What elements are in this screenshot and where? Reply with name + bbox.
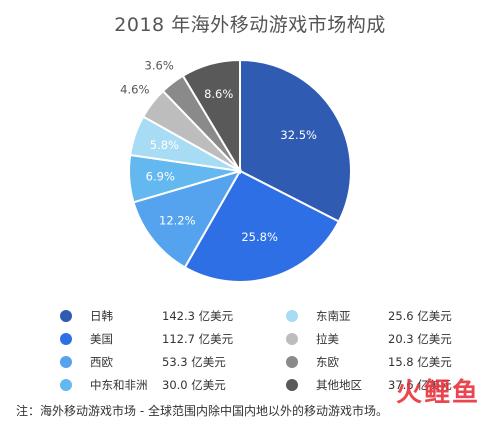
legend-item-usa: 美国 112.7 亿美元 xyxy=(60,329,233,349)
pie-slice-0 xyxy=(239,58,352,223)
legend-label: 日韩 xyxy=(90,309,113,323)
slice-label-4: 5.8% xyxy=(150,138,179,152)
legend-item-latin-america: 拉美 20.3 亿美元 xyxy=(286,329,452,349)
pie-slice-1 xyxy=(183,169,341,283)
legend-label: 拉美 xyxy=(316,332,339,346)
pie-slice-7 xyxy=(181,58,241,175)
legend-swatch xyxy=(286,333,298,345)
legend-value: 20.3 亿美元 xyxy=(388,332,452,346)
legend-label: 其他地区 xyxy=(316,378,362,392)
legend: 日韩 142.3 亿美元 美国 112.7 亿美元 西欧 53.3 亿美元 中东… xyxy=(0,300,500,396)
watermark-logo: 火鲤鱼 xyxy=(395,378,480,408)
legend-item-other-regions: 其他地区 37.6 亿美元 xyxy=(286,375,452,395)
slice-label-1: 25.8% xyxy=(241,230,278,244)
legend-value: 112.7 亿美元 xyxy=(162,332,234,346)
slice-label-2: 12.2% xyxy=(159,214,196,228)
legend-label: 东南亚 xyxy=(316,309,351,323)
slice-label-6: 3.6% xyxy=(145,58,174,72)
legend-swatch xyxy=(60,379,72,391)
slice-label-7: 8.6% xyxy=(204,87,233,101)
legend-swatch xyxy=(60,333,72,345)
legend-value: 15.8 亿美元 xyxy=(388,355,452,369)
legend-value: 25.6 亿美元 xyxy=(388,309,452,323)
legend-item-japan-korea: 日韩 142.3 亿美元 xyxy=(60,306,233,326)
legend-swatch xyxy=(286,310,298,322)
slice-label-3: 6.9% xyxy=(146,170,175,184)
legend-item-southeast-asia: 东南亚 25.6 亿美元 xyxy=(286,306,452,326)
legend-value: 37.6 亿美元 xyxy=(388,378,452,392)
legend-label: 中东和非洲 xyxy=(90,378,148,392)
legend-label: 美国 xyxy=(90,332,113,346)
pie-chart: 32.5% 25.8% 12.2% 6.9% 5.8% 4.6% 3.6% 8.6% xyxy=(120,58,352,283)
legend-item-eastern-europe: 东欧 15.8 亿美元 xyxy=(286,352,452,372)
chart-title: 2018 年海外移动游戏市场构成 xyxy=(114,14,386,36)
slice-label-5: 4.6% xyxy=(120,83,149,97)
slice-label-0: 32.5% xyxy=(280,128,317,142)
legend-label: 西欧 xyxy=(90,355,113,369)
footnote: 注：海外移动游戏市场 - 全球范围内除中国内地以外的移动游戏市场。 xyxy=(16,404,388,418)
legend-item-middle-east-africa: 中东和非洲 30.0 亿美元 xyxy=(60,375,226,395)
legend-swatch xyxy=(286,356,298,368)
legend-value: 142.3 亿美元 xyxy=(162,309,234,323)
legend-swatch xyxy=(286,379,298,391)
legend-swatch xyxy=(60,310,72,322)
legend-item-western-europe: 西欧 53.3 亿美元 xyxy=(60,352,226,372)
legend-swatch xyxy=(60,356,72,368)
legend-value: 30.0 亿美元 xyxy=(162,378,226,392)
legend-value: 53.3 亿美元 xyxy=(162,355,226,369)
legend-label: 东欧 xyxy=(316,355,339,369)
